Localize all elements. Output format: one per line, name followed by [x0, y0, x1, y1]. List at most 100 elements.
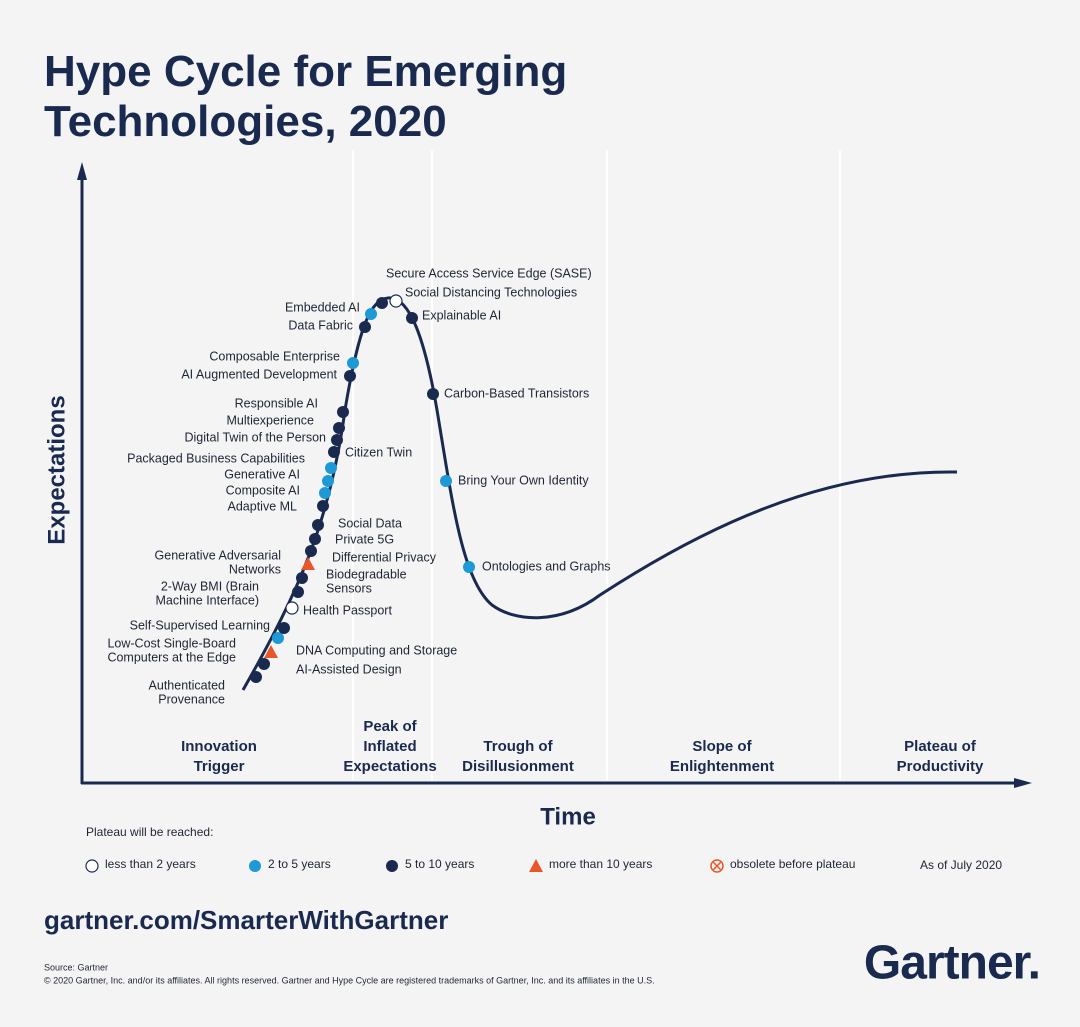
technology: Secure Access Service Edge (SASE) — [376, 266, 592, 309]
dot-marker — [337, 406, 349, 418]
dot-marker — [272, 632, 284, 644]
phase-label: Disillusionment — [462, 758, 574, 775]
crossed-circle-marker — [710, 859, 724, 873]
x-axis-label: Time — [540, 803, 596, 830]
technology-label: Sensors — [326, 581, 372, 595]
dot-marker — [386, 860, 398, 872]
technology: Private 5G — [309, 532, 394, 546]
legend-label: 5 to 10 years — [405, 857, 474, 871]
technology-label: Social Data — [338, 516, 402, 530]
dot-marker — [463, 561, 475, 573]
phase-labels: Innovation Trigger Peak of Inflated Expectat… — [181, 718, 984, 775]
dot-marker — [406, 312, 418, 324]
technology-label: Composite AI — [226, 483, 300, 497]
dot-marker — [319, 487, 331, 499]
technology: Generative AI — [224, 467, 334, 487]
dot-marker — [365, 308, 377, 320]
technology: Self-Supervised Learning — [130, 618, 290, 634]
technology-label: Bring Your Own Identity — [458, 473, 589, 487]
dot-marker — [427, 388, 439, 400]
legend-label: obsolete before plateau — [730, 857, 855, 871]
technology: Explainable AI — [406, 308, 501, 324]
open-circle-marker — [85, 859, 99, 873]
url: gartner.com/SmarterWithGartner — [44, 905, 448, 935]
legend-label: 2 to 5 years — [268, 857, 331, 871]
technology-label: Responsible AI — [235, 396, 318, 410]
technology: AI-Assisted Design — [258, 658, 402, 676]
technology-label: Private 5G — [335, 532, 394, 546]
technology-label: Machine Interface) — [155, 593, 259, 607]
technology: Differential Privacy — [305, 545, 437, 564]
technology-label: Differential Privacy — [332, 550, 437, 564]
technology-label: Networks — [229, 562, 281, 576]
technology-label: Computers at the Edge — [107, 650, 236, 664]
phase-label: Expectations — [343, 758, 436, 775]
technology: Social Data — [312, 516, 402, 531]
dot-marker — [347, 357, 359, 369]
technology: Bring Your Own Identity — [440, 473, 589, 487]
dot-marker — [305, 545, 317, 557]
technology: Citizen Twin — [328, 445, 412, 459]
source: Source: Gartner — [44, 962, 108, 972]
phase-label: Enlightenment — [670, 758, 774, 775]
technology: Ontologies and Graphs — [463, 559, 611, 573]
axes — [77, 162, 1032, 788]
dot-marker — [258, 658, 270, 670]
logo: Gartner. — [864, 937, 1040, 990]
technology: Composable Enterprise — [209, 349, 359, 369]
phase-dividers — [352, 150, 841, 780]
legend-label: less than 2 years — [105, 857, 196, 871]
technology-label: Digital Twin of the Person — [184, 430, 326, 444]
triangle-marker — [264, 645, 278, 658]
cross — [712, 861, 722, 871]
technology-label: AI-Assisted Design — [296, 662, 402, 676]
open-circle-marker — [389, 294, 403, 308]
dot-marker — [309, 533, 321, 545]
technologies: Social Distancing Technologies Health Pas… — [107, 266, 610, 706]
circle — [710, 859, 724, 873]
technology-label: Citizen Twin — [345, 445, 412, 459]
technology-label: DNA Computing and Storage — [296, 643, 457, 657]
technology-label: Ontologies and Graphs — [482, 559, 611, 573]
technology-label: Composable Enterprise — [209, 349, 340, 363]
technology-label: Multiexperience — [226, 413, 314, 427]
technology-label: Biodegradable — [326, 567, 407, 581]
technology-label: Embedded AI — [285, 300, 360, 314]
dot-marker — [322, 475, 334, 487]
title-line: Technologies, 2020 — [44, 97, 447, 146]
dot-marker — [317, 500, 329, 512]
phase-label: Peak of — [363, 718, 417, 735]
technology: DNA Computing and Storage — [264, 643, 457, 658]
triangle-marker — [301, 557, 315, 570]
technology: Data Fabric — [288, 318, 371, 333]
technology-label: Explainable AI — [422, 308, 501, 322]
technology-label: Low-Cost Single-Board — [107, 636, 236, 650]
technology: Adaptive ML — [228, 499, 329, 513]
technology: Embedded AI — [285, 300, 377, 320]
technology-label: Packaged Business Capabilities — [127, 451, 305, 465]
copyright: © 2020 Gartner, Inc. and/or its affiliat… — [44, 975, 655, 985]
dot-marker — [250, 671, 262, 683]
technology-label: Provenance — [158, 692, 225, 706]
technology-label: Data Fabric — [288, 318, 353, 332]
phase-label: Inflated — [363, 738, 416, 755]
technology: Packaged Business Capabilities — [127, 451, 337, 474]
technology: Responsible AI — [235, 396, 349, 418]
y-axis-label: Expectations — [43, 395, 70, 544]
dot-marker — [292, 586, 304, 598]
dot-marker — [296, 572, 308, 584]
technology: Multiexperience — [226, 413, 345, 434]
technology-label: 2-Way BMI (Brain — [161, 579, 259, 593]
technology-label: Health Passport — [303, 603, 392, 617]
dot-marker — [359, 321, 371, 333]
technology: Composite AI — [226, 483, 331, 499]
dot-marker — [278, 622, 290, 634]
phase-label: Trigger — [194, 758, 245, 775]
legend-label: more than 10 years — [549, 857, 652, 871]
phase-label: Productivity — [897, 758, 984, 775]
